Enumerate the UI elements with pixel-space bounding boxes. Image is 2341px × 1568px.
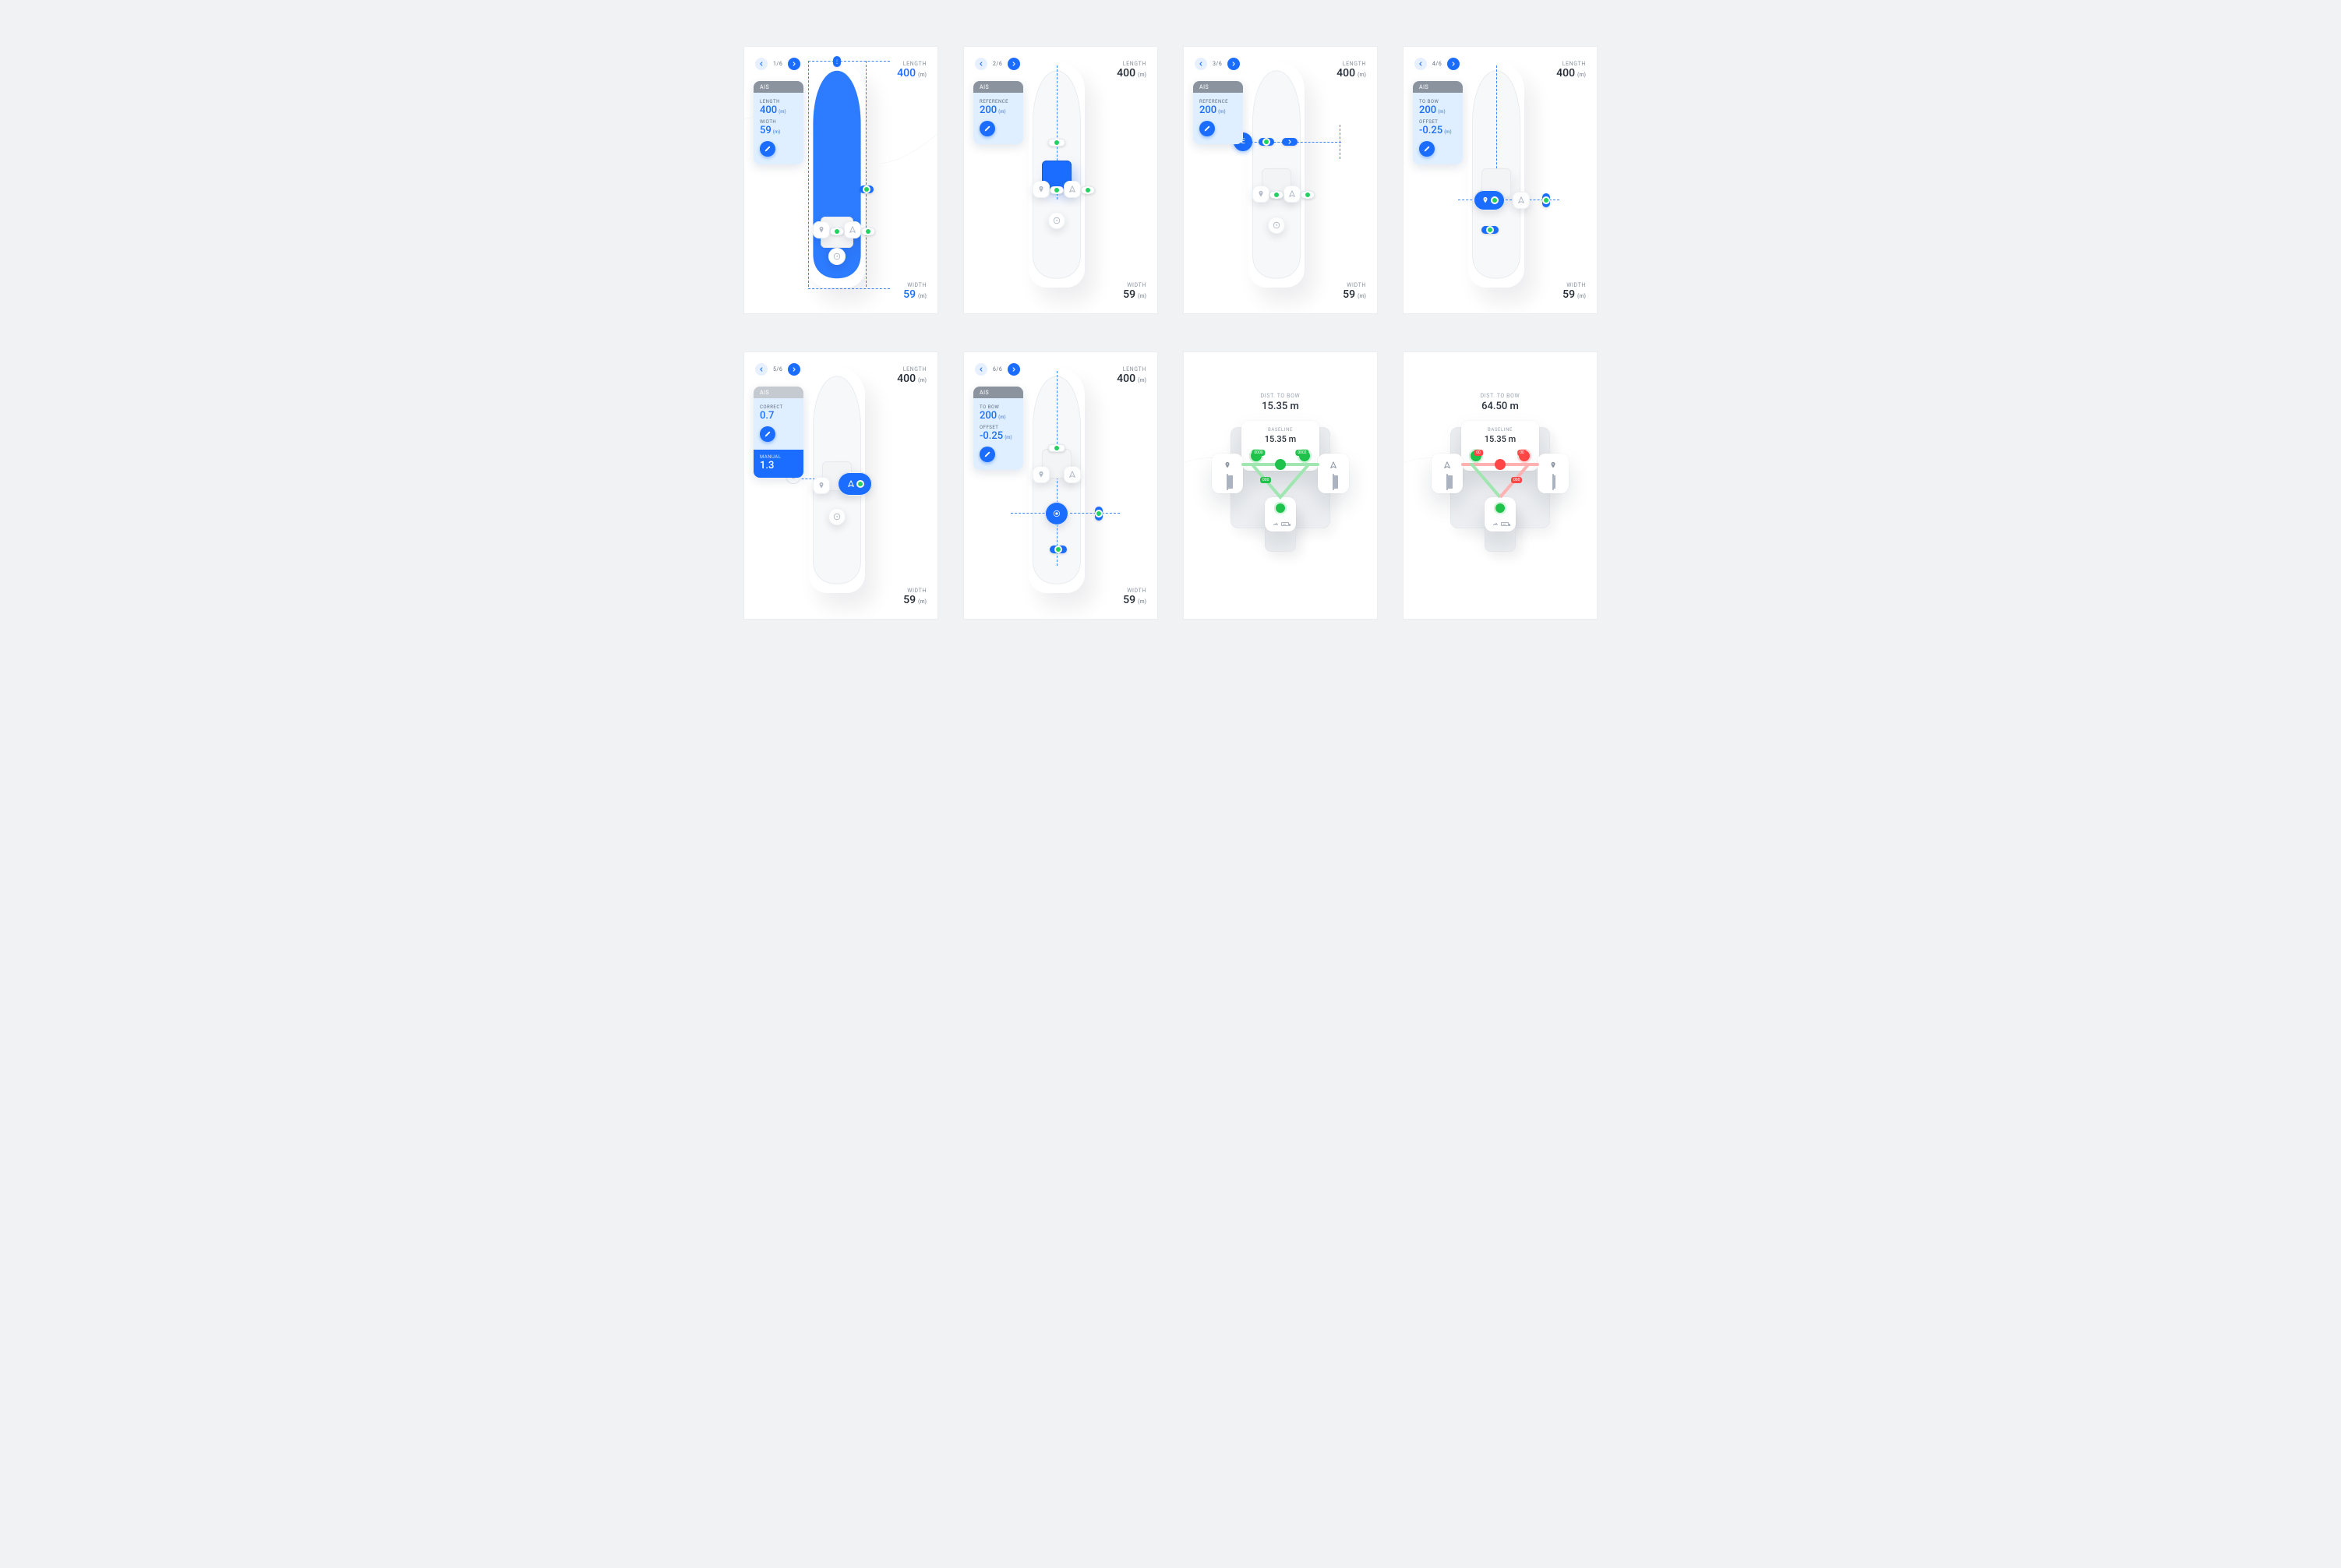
- nav-next-button[interactable]: [1008, 363, 1020, 376]
- nav-prev-button[interactable]: [1414, 58, 1427, 70]
- sensor-left[interactable]: [1212, 454, 1243, 493]
- dist-readout: DIST. TO BOW 15.35 m: [1202, 393, 1358, 412]
- nav-prev-button[interactable]: [755, 363, 768, 376]
- nav-next-button[interactable]: [788, 363, 800, 376]
- gps-sensor[interactable]: [813, 221, 830, 238]
- step-panel-1: 1/6 LENGTH 400(m) WIDTH 59(m) ⋮: [744, 47, 937, 313]
- handle-ref-2[interactable]: [1282, 138, 1298, 146]
- nav-prev-button[interactable]: [975, 363, 987, 376]
- nav-prev-button[interactable]: [755, 58, 768, 70]
- sensor-left[interactable]: [1432, 454, 1463, 493]
- guide-bottom: [808, 288, 890, 289]
- gps-sensor[interactable]: [1033, 466, 1050, 483]
- dot-row-r: [861, 228, 875, 235]
- card-ext: MANUAL 1.3: [754, 450, 803, 478]
- ais-card: AIS REFERENCE 200(m): [1193, 81, 1243, 144]
- nav-next-button[interactable]: [1008, 58, 1020, 70]
- step-nav: 2/6: [975, 58, 1020, 70]
- sensor-right[interactable]: [1538, 454, 1569, 493]
- edit-button[interactable]: [980, 447, 995, 462]
- edit-button[interactable]: [980, 121, 995, 136]
- step-panel-3: 3/6 LENGTH 400(m) WIDTH 59(m) E AIS REFE…: [1184, 47, 1377, 313]
- nav-prev-button[interactable]: [975, 58, 987, 70]
- handle-h[interactable]: [1095, 507, 1103, 521]
- ais-card: AIS REFERENCE 200(m): [973, 81, 1023, 144]
- dist-readout: DIST. TO BOW 64.50 m: [1422, 393, 1578, 412]
- handle-v[interactable]: [1481, 226, 1499, 234]
- handle-ref-1[interactable]: [1259, 138, 1274, 146]
- step-nav: 1/6: [755, 58, 800, 70]
- panel-row-2: 5/6 LENGTH 400(m) WIDTH 59(m) E AIS CORR…: [744, 352, 1597, 619]
- nav-next-button[interactable]: [788, 58, 800, 70]
- top-dot: [1048, 139, 1065, 147]
- length-label: LENGTH: [903, 61, 927, 67]
- compass-sensor[interactable]: [1268, 217, 1285, 234]
- heading-sensor[interactable]: [1513, 192, 1530, 209]
- nav-next-button[interactable]: [1227, 58, 1240, 70]
- step-panel-6: 6/6 LENGTH 400(m) WIDTH 59(m) AIS TO BOW…: [964, 352, 1157, 619]
- heading-sensor[interactable]: [844, 221, 861, 238]
- compass-sensor[interactable]: [1048, 212, 1065, 229]
- sensor-right[interactable]: [1318, 454, 1349, 493]
- length-value: 400(m): [897, 67, 927, 79]
- step-panel-4: 4/6 LENGTH 400(m) WIDTH 59(m) AIS TO BOW…: [1404, 47, 1597, 313]
- gps-sensor[interactable]: [1252, 185, 1269, 203]
- heading-sensor[interactable]: [1283, 185, 1301, 203]
- gyro-sensor-selected[interactable]: [1045, 502, 1068, 525]
- status-panel-bad: DIST. TO BOW 64.50 m BASELINE 15.35 m: [1404, 352, 1597, 619]
- heading-sensor-selected[interactable]: [838, 472, 872, 496]
- dot-row: [830, 228, 844, 235]
- step-panel-2: 2/6 LENGTH 400(m) WIDTH 59(m) AIS REFERE…: [964, 47, 1157, 313]
- handle-h[interactable]: [1542, 193, 1550, 207]
- heading-sensor[interactable]: [1064, 466, 1081, 483]
- edit-button[interactable]: [1419, 141, 1435, 157]
- link-diag: [1246, 463, 1315, 503]
- width-label: WIDTH: [907, 282, 927, 288]
- panel-row-1: 1/6 LENGTH 400(m) WIDTH 59(m) ⋮: [744, 47, 1597, 313]
- ais-card: AIS CORRECT 0.7 MANUAL 1.3: [754, 387, 803, 478]
- gps-sensor[interactable]: [813, 477, 830, 494]
- edit-button[interactable]: [1199, 121, 1215, 136]
- handle-top[interactable]: ⋮: [833, 56, 841, 67]
- ais-card: AIS TO BOW 200(m) OFFSET -0.25(m): [1413, 81, 1463, 164]
- gps-sensor-selected[interactable]: [1474, 190, 1505, 210]
- gps-sensor[interactable]: [1033, 181, 1050, 198]
- status-panel-ok: DIST. TO BOW 15.35 m BASELINE 15.35 m: [1184, 352, 1377, 619]
- gyro-sensor[interactable]: [828, 248, 846, 265]
- guide-right: [866, 61, 867, 287]
- nav-next-button[interactable]: [1447, 58, 1460, 70]
- nav-prev-button[interactable]: [1195, 58, 1207, 70]
- handle-mid[interactable]: [860, 185, 874, 193]
- edit-button[interactable]: [760, 426, 775, 442]
- ais-card: AIS LENGTH 400(m) WIDTH 59(m): [754, 81, 803, 164]
- ais-card: AIS TO BOW 200(m) OFFSET -0.25(m): [973, 387, 1023, 470]
- link-diag: [1466, 463, 1534, 503]
- step-panel-5: 5/6 LENGTH 400(m) WIDTH 59(m) E AIS CORR…: [744, 352, 937, 619]
- compass-sensor[interactable]: [828, 508, 846, 525]
- edit-button[interactable]: [760, 141, 775, 157]
- width-value: 59(m): [903, 288, 927, 301]
- handle-v[interactable]: [1050, 546, 1067, 553]
- step-indicator: 1/6: [771, 61, 785, 67]
- card-header: AIS: [754, 81, 803, 93]
- heading-sensor[interactable]: [1064, 181, 1081, 198]
